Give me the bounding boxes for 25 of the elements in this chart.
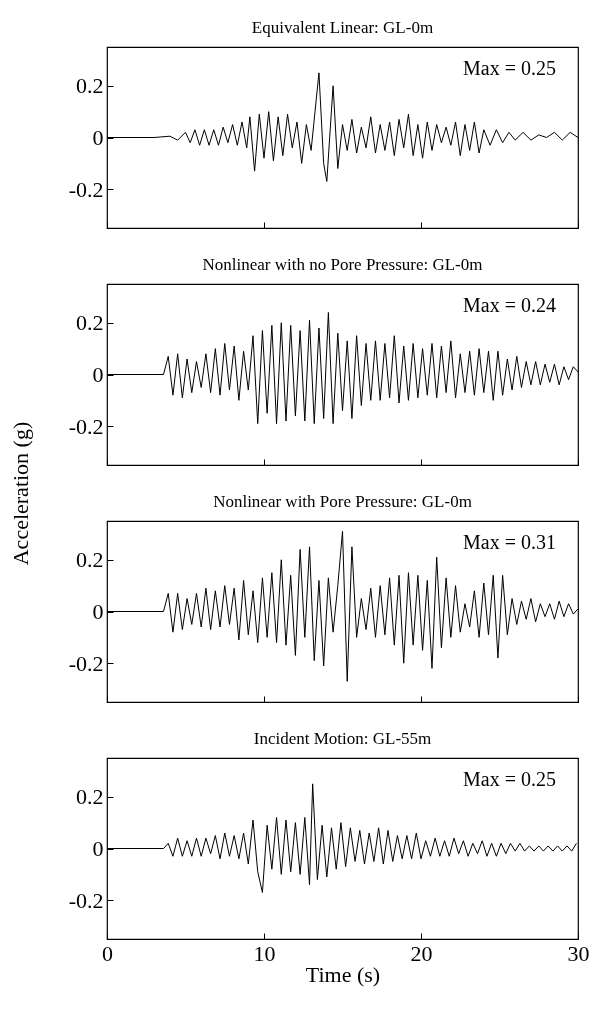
chart-title: Equivalent Linear: GL-0m (251, 18, 434, 37)
y-axis-title: Acceleration (g) (7, 421, 33, 566)
y-tick-label: 0 (92, 125, 104, 150)
chart-title: Nonlinear with no Pore Pressure: GL-0m (202, 255, 483, 274)
y-tick-label: 0 (92, 836, 104, 861)
annotation: Max = 0.25 (463, 57, 556, 79)
y-tick-label: 0.2 (76, 547, 104, 573)
x-axis-title: Time (s) (305, 961, 381, 987)
y-tick-label: 0 (92, 362, 104, 387)
y-tick-label: 0.2 (76, 784, 104, 810)
y-tick-label: -0.2 (68, 887, 104, 913)
x-tick-label: 20 (410, 940, 433, 966)
chart-title: Nonlinear with Pore Pressure: GL-0m (213, 492, 472, 511)
y-tick-label: 0 (92, 599, 104, 624)
annotation: Max = 0.31 (463, 531, 556, 553)
x-tick-label: 10 (253, 940, 276, 966)
y-tick-label: 0.2 (76, 73, 104, 99)
annotation: Max = 0.24 (463, 294, 556, 316)
y-tick-label: 0.2 (76, 310, 104, 336)
chart-title: Incident Motion: GL-55m (253, 729, 432, 748)
y-tick-label: -0.2 (68, 413, 104, 439)
x-tick-label: 30 (567, 940, 590, 966)
annotation: Max = 0.25 (463, 768, 556, 790)
y-tick-label: -0.2 (68, 650, 104, 676)
y-tick-label: -0.2 (68, 176, 104, 202)
